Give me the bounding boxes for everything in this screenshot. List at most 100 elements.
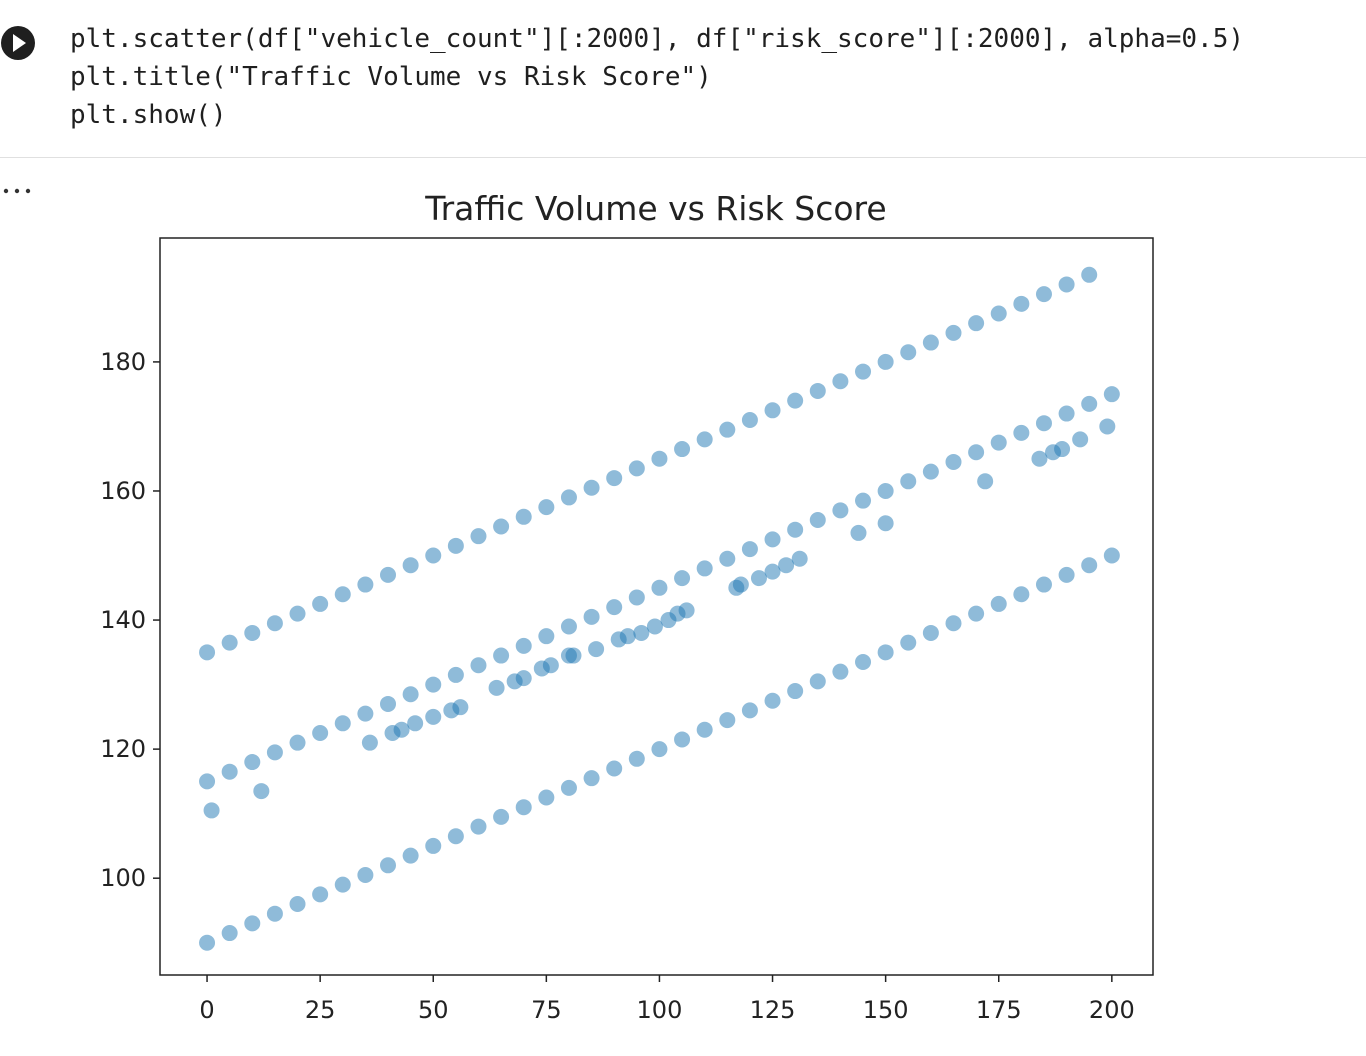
scatter-point bbox=[674, 441, 691, 458]
scatter-point bbox=[357, 705, 374, 722]
x-tick-label: 25 bbox=[305, 996, 336, 1024]
scatter-point bbox=[334, 715, 351, 732]
scatter-point bbox=[312, 886, 329, 903]
scatter-point bbox=[357, 576, 374, 593]
scatter-point bbox=[832, 663, 849, 680]
scatter-point bbox=[393, 721, 410, 738]
scatter-point bbox=[719, 712, 736, 729]
scatter-point bbox=[809, 673, 826, 690]
x-tick-label: 175 bbox=[976, 996, 1022, 1024]
scatter-point bbox=[1013, 586, 1030, 603]
scatter-point bbox=[199, 644, 216, 661]
scatter-point bbox=[922, 334, 939, 351]
scatter-point bbox=[764, 402, 781, 419]
scatter-point bbox=[945, 324, 962, 341]
run-button[interactable] bbox=[0, 24, 40, 64]
scatter-point bbox=[850, 524, 867, 541]
scatter-point bbox=[606, 760, 623, 777]
scatter-point bbox=[380, 566, 397, 583]
scatter-point bbox=[678, 602, 695, 619]
scatter-point bbox=[633, 624, 650, 641]
scatter-point bbox=[696, 560, 713, 577]
scatter-point bbox=[619, 628, 636, 645]
scatter-point bbox=[922, 624, 939, 641]
scatter-point bbox=[674, 570, 691, 587]
scatter-point bbox=[787, 521, 804, 538]
scatter-point bbox=[900, 344, 917, 361]
scatter-point bbox=[425, 837, 442, 854]
scatter-point bbox=[425, 676, 442, 693]
scatter-point bbox=[334, 876, 351, 893]
scatter-point bbox=[452, 699, 469, 716]
scatter-point bbox=[968, 315, 985, 332]
scatter-point bbox=[741, 702, 758, 719]
y-tick-label: 180 bbox=[100, 348, 146, 376]
x-tick-label: 50 bbox=[418, 996, 449, 1024]
scatter-point bbox=[361, 734, 378, 751]
scatter-point bbox=[515, 508, 532, 525]
scatter-point bbox=[493, 518, 510, 535]
scatter-point bbox=[221, 763, 238, 780]
scatter-point bbox=[900, 473, 917, 490]
scatter-point bbox=[651, 450, 668, 467]
scatter-point bbox=[380, 857, 397, 874]
scatter-point bbox=[787, 392, 804, 409]
scatter-point bbox=[719, 421, 736, 438]
scatter-point bbox=[696, 431, 713, 448]
y-tick-label: 120 bbox=[100, 735, 146, 763]
scatter-point bbox=[312, 724, 329, 741]
scatter-point bbox=[244, 915, 261, 932]
scatter-point bbox=[1058, 566, 1075, 583]
scatter-point bbox=[425, 547, 442, 564]
scatter-point bbox=[266, 744, 283, 761]
scatter-point bbox=[447, 666, 464, 683]
scatter-point bbox=[1058, 405, 1075, 422]
x-tick-label: 100 bbox=[637, 996, 683, 1024]
scatter-point bbox=[606, 470, 623, 487]
scatter-point bbox=[1035, 415, 1052, 432]
scatter-point bbox=[515, 799, 532, 816]
scatter-point bbox=[488, 679, 505, 696]
scatter-point bbox=[470, 818, 487, 835]
scatter-point bbox=[732, 576, 749, 593]
scatter-point bbox=[764, 692, 781, 709]
scatter-point bbox=[470, 528, 487, 545]
scatter-point bbox=[1031, 450, 1048, 467]
scatter-point bbox=[199, 934, 216, 951]
scatter-point bbox=[977, 473, 994, 490]
scatter-point bbox=[357, 866, 374, 883]
scatter-point bbox=[266, 615, 283, 632]
code-line: plt.title("Traffic Volume vs Risk Score"… bbox=[70, 62, 712, 92]
scatter-point bbox=[1035, 286, 1052, 303]
scatter-point bbox=[244, 624, 261, 641]
scatter-point bbox=[199, 773, 216, 790]
scatter-point bbox=[778, 557, 795, 574]
scatter-point bbox=[402, 557, 419, 574]
scatter-point bbox=[1035, 576, 1052, 593]
output-menu[interactable] bbox=[3, 188, 31, 194]
x-tick-label: 75 bbox=[531, 996, 562, 1024]
scatter-point bbox=[203, 802, 220, 819]
scatter-point bbox=[334, 586, 351, 603]
scatter-point bbox=[289, 605, 306, 622]
scatter-point bbox=[1099, 418, 1116, 435]
scatter-point bbox=[741, 411, 758, 428]
scatter-point bbox=[447, 828, 464, 845]
scatter-point bbox=[1103, 386, 1120, 403]
scatter-point bbox=[538, 789, 555, 806]
scatter-point bbox=[628, 460, 645, 477]
scatter-point bbox=[922, 463, 939, 480]
scatter-point bbox=[542, 657, 559, 674]
scatter-point bbox=[646, 618, 663, 635]
scatter-point bbox=[696, 721, 713, 738]
scatter-point bbox=[990, 305, 1007, 322]
scatter-point bbox=[1054, 441, 1071, 458]
scatter-point bbox=[1013, 295, 1030, 312]
scatter-point bbox=[1081, 557, 1098, 574]
scatter-point bbox=[312, 595, 329, 612]
scatter-point bbox=[515, 670, 532, 687]
x-tick-label: 200 bbox=[1089, 996, 1135, 1024]
scatter-point bbox=[855, 363, 872, 380]
x-tick-label: 0 bbox=[199, 996, 214, 1024]
